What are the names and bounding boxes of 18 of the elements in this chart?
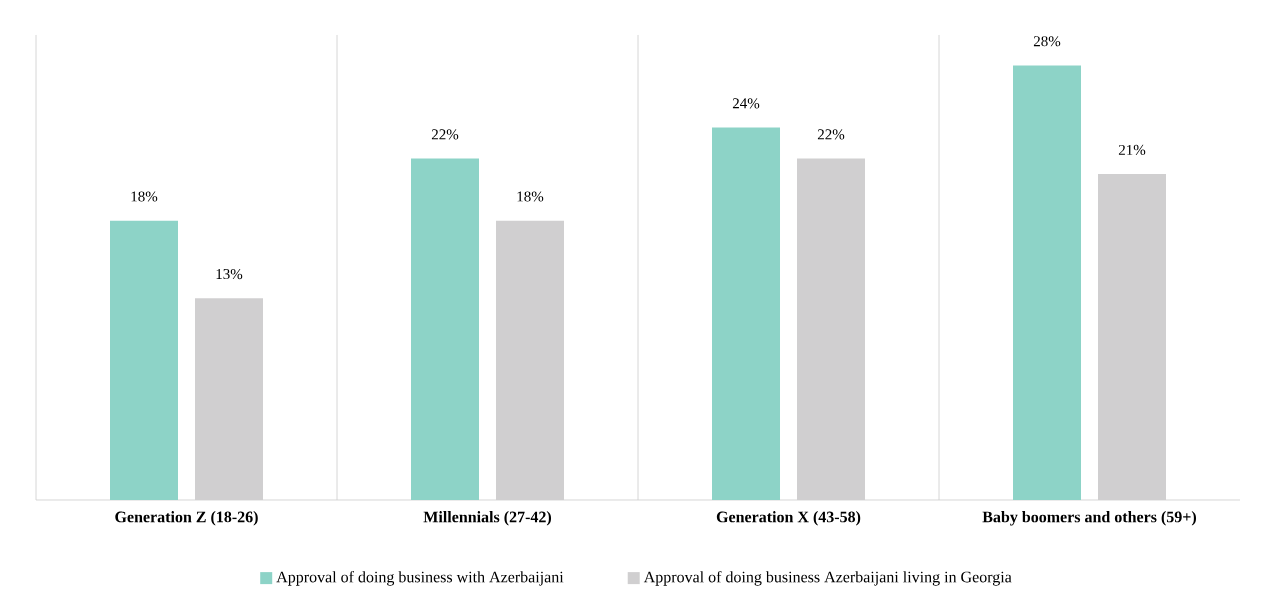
data-label: 24% bbox=[732, 98, 760, 109]
data-label: 18% bbox=[517, 191, 544, 202]
bar bbox=[110, 220, 179, 500]
legend-label: Approval of doing business Azerbaijani living in Georgia bbox=[643, 570, 1012, 586]
bar bbox=[411, 158, 479, 500]
x-tick-label: Generation X (43-58) bbox=[716, 511, 861, 526]
bar bbox=[712, 127, 781, 500]
data-label: 21% bbox=[1118, 144, 1146, 155]
bar bbox=[1013, 65, 1082, 500]
x-tick-label: Millennials (27-42) bbox=[423, 511, 552, 526]
data-label: 28% bbox=[1033, 36, 1061, 47]
legend-label: Approval of doing business with Azerbaijani bbox=[276, 570, 564, 586]
data-label: 18% bbox=[131, 191, 158, 202]
data-label: 22% bbox=[817, 129, 845, 140]
data-label: 22% bbox=[431, 129, 459, 140]
x-tick-label: Baby boomers and others (59+) bbox=[982, 511, 1197, 526]
x-tick-label: Generation Z (18-26) bbox=[115, 511, 258, 526]
data-label: 13% bbox=[216, 268, 243, 280]
